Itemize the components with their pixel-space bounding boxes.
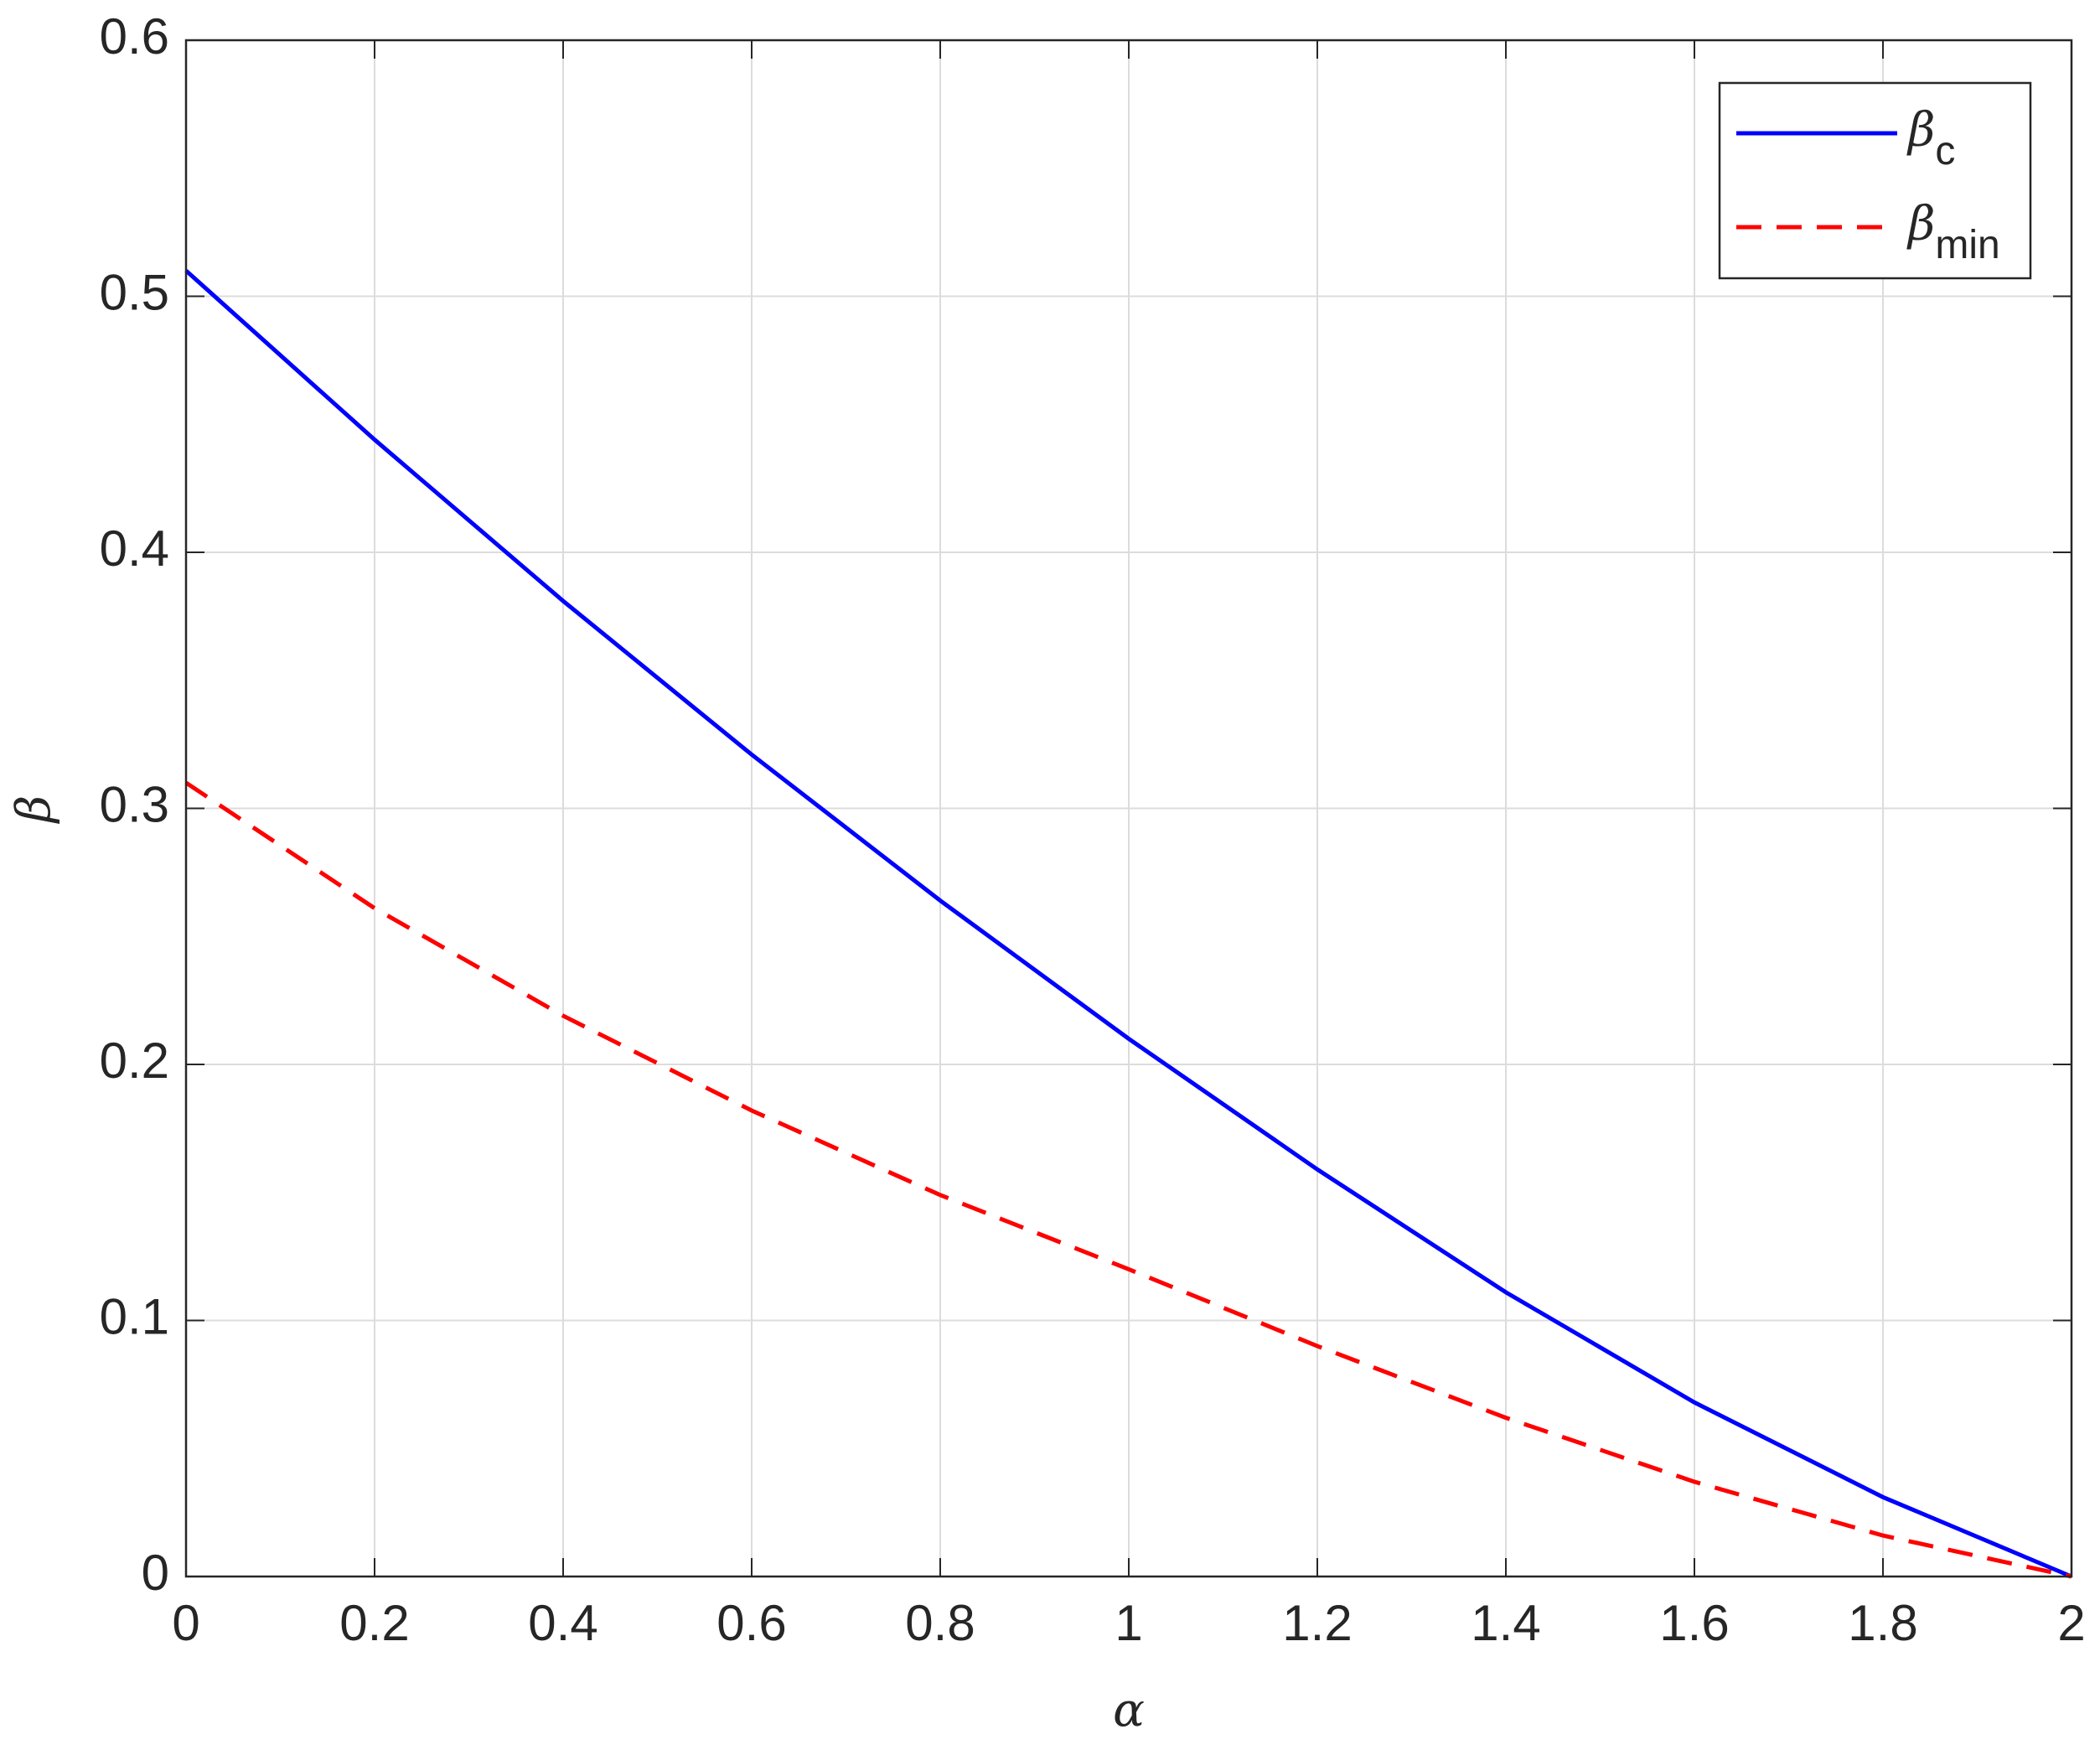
line-series [184, 780, 2072, 1579]
x-tick-label: 2 [2057, 1595, 2085, 1651]
y-tick-label: 0.5 [100, 264, 169, 320]
x-tick-label: 1.8 [1848, 1595, 1917, 1651]
y-tick-label: 0.1 [100, 1288, 169, 1344]
y-tick-label: 0.3 [100, 776, 169, 832]
plot-frame [184, 39, 2073, 1578]
y-axis-label: β [8, 795, 62, 824]
y-tick-label: 0.2 [100, 1033, 169, 1089]
y-tick-label: 0.6 [100, 8, 169, 65]
legend-symbol: β [1906, 103, 1935, 158]
x-axis-label: α [1113, 1684, 1145, 1738]
legend-symbol: β [1906, 197, 1935, 251]
y-tick-label: 0.4 [100, 520, 169, 577]
x-tick-label: 0.8 [905, 1595, 975, 1651]
x-tick-label: 0.4 [528, 1595, 597, 1651]
legend-subscript: min [1935, 223, 1999, 267]
x-tick-label: 0.6 [716, 1595, 786, 1651]
legend-label: βmin [1906, 197, 2000, 267]
x-tick-label: 0 [172, 1595, 199, 1651]
legend-subscript: c [1935, 129, 1955, 173]
x-tick-label: 1.4 [1471, 1595, 1540, 1651]
x-tick-label: 1 [1115, 1595, 1142, 1651]
x-tick-label: 1.2 [1282, 1595, 1352, 1651]
y-tick-label: 0 [142, 1545, 169, 1601]
x-tick-label: 0.2 [339, 1595, 409, 1651]
x-tick-label: 1.6 [1659, 1595, 1729, 1651]
line-series [184, 269, 2072, 1579]
legend-label: βc [1906, 103, 1955, 173]
legend-box [1718, 81, 2032, 280]
